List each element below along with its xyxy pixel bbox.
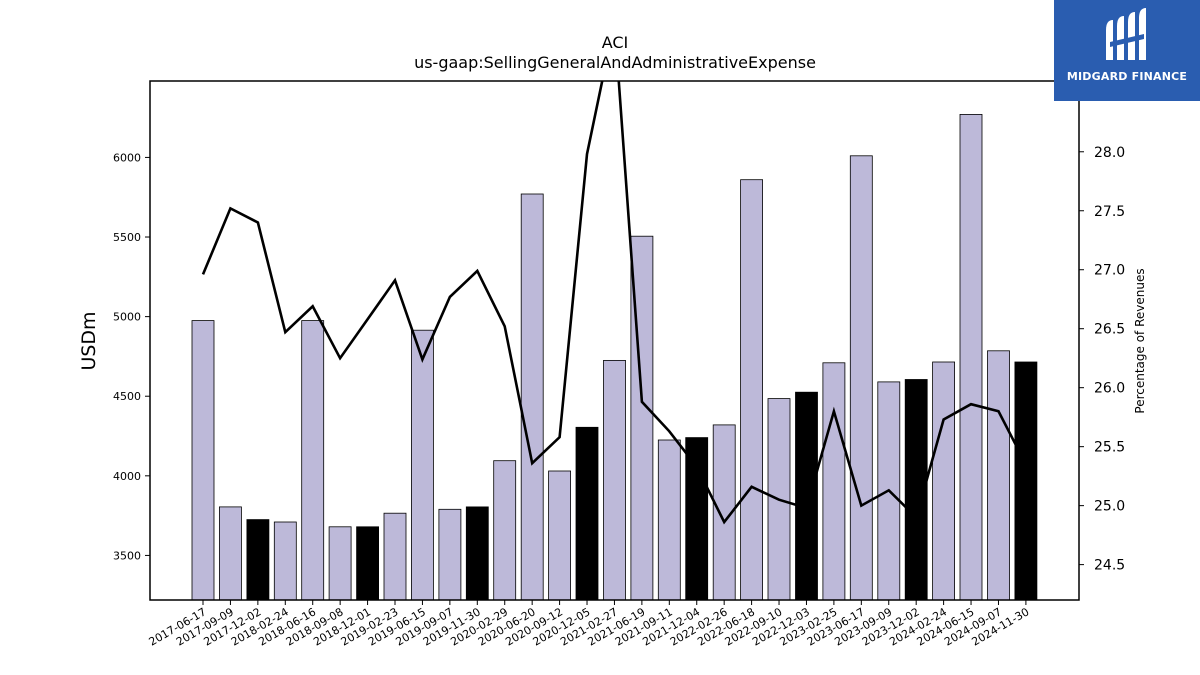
bar: [191, 320, 215, 601]
y2-tick-label: 26.5: [1094, 322, 1125, 338]
bar: [493, 460, 517, 601]
bar: [328, 526, 352, 601]
y2-tick-label: 25.5: [1094, 440, 1125, 456]
bar: [301, 320, 325, 601]
bar: [465, 506, 489, 601]
logo-mark-icon: [1106, 8, 1146, 60]
y-tick-label: 4500: [113, 390, 141, 403]
bar: [932, 361, 955, 601]
bar: [218, 506, 242, 601]
bar: [740, 179, 763, 601]
ratio-line: [201, 81, 1028, 525]
bar: [603, 359, 626, 601]
y-tick-label: 4000: [113, 470, 141, 483]
bar: [822, 362, 846, 601]
y-tick-label: 5500: [113, 231, 141, 244]
y2-tick-label: 26.0: [1094, 381, 1125, 397]
bar: [685, 437, 709, 601]
bar: [657, 439, 681, 601]
bar: [410, 329, 434, 601]
y-tick-label: 5000: [113, 311, 141, 324]
bar: [438, 508, 462, 601]
bar: [795, 391, 818, 601]
bar: [246, 519, 270, 601]
y2-tick-label: 25.0: [1094, 499, 1125, 515]
y2-tick-label: 24.5: [1094, 558, 1125, 574]
bar: [1014, 361, 1038, 601]
bar: [383, 512, 407, 601]
y2-axis-label: Percentage of Revenues: [1133, 268, 1147, 413]
plot-area: 3500 4000 4500 5000 5500 6000 24.5 25.0 25.5 26.0…: [113, 80, 1125, 649]
y-tick-label: 3500: [113, 549, 141, 562]
bar: [849, 155, 873, 601]
bar: [273, 521, 297, 601]
bar: [959, 114, 983, 601]
chart-subtitle: us-gaap:SellingGeneralAndAdministrativeE…: [414, 53, 816, 72]
bar: [356, 526, 380, 601]
bar: [520, 193, 544, 601]
bar: [548, 470, 571, 601]
y-tick-label: 6000: [113, 151, 141, 164]
bar: [987, 350, 1010, 601]
y2-tick-label: 27.5: [1094, 204, 1125, 220]
y2-tick-label: 27.0: [1094, 263, 1125, 279]
bar: [575, 426, 599, 601]
midgard-finance-logo: MIDGARD FINANCE: [1054, 0, 1200, 101]
chart-title: ACI: [602, 33, 629, 52]
y-axis-label: USDm: [78, 311, 100, 370]
y2-tick-label: 28.0: [1094, 145, 1125, 161]
logo-text: MIDGARD FINANCE: [1066, 70, 1188, 83]
